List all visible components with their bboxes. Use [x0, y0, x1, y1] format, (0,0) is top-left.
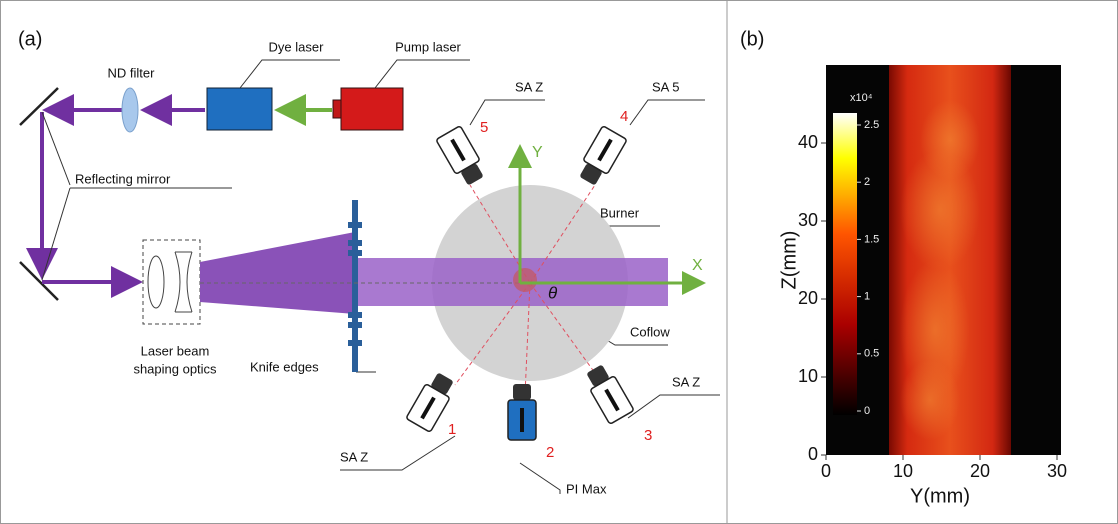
figure: (a) Dye laser Pump laser ND filter Refle…	[0, 0, 1118, 524]
camera-label: PI Max	[566, 481, 607, 496]
y-tick-label: 20	[798, 288, 818, 308]
knife-edges-label: Knife edges	[250, 359, 319, 374]
optics-label: Laser beam	[141, 343, 210, 358]
colorbar-tick-label: 1	[864, 291, 870, 303]
colorbar-tick-label: 2.5	[864, 119, 879, 131]
y-tick-label: 40	[798, 132, 818, 152]
x-tick-label: 30	[1047, 461, 1067, 481]
y-axis-label: Y	[532, 144, 543, 161]
camera	[582, 362, 634, 424]
camera-label: SA 5	[652, 79, 679, 94]
nd-filter	[122, 88, 138, 132]
lens	[148, 256, 164, 308]
camera-label: SA Z	[340, 449, 368, 464]
camera-number: 3	[644, 427, 652, 444]
camera-number: 1	[448, 421, 456, 438]
optics-label: shaping optics	[133, 361, 217, 376]
x-tick-label: 20	[970, 461, 990, 481]
colorbar-tick-label: 0	[864, 405, 870, 417]
y-axis-title: Z(mm)	[778, 231, 800, 290]
camera	[508, 384, 536, 440]
pump-laser-label: Pump laser	[395, 39, 461, 54]
heatmap: 0 0.5 1 1.5 2 2.5	[826, 65, 1061, 455]
heatmap-hotspot	[900, 360, 960, 440]
colorbar-multiplier: x10⁴	[850, 92, 873, 104]
heatmap-hotspot	[920, 100, 980, 180]
camera-number: 2	[546, 444, 554, 461]
mirror-label: Reflecting mirror	[75, 171, 171, 186]
dye-laser	[207, 88, 272, 130]
lens	[175, 252, 192, 312]
colorbar-tick-label: 0.5	[864, 348, 879, 360]
dye-laser-label: Dye laser	[269, 39, 325, 54]
y-tick-label: 10	[798, 366, 818, 386]
y-tick-label: 0	[808, 444, 818, 464]
camera-number: 4	[620, 108, 628, 125]
camera-number: 5	[480, 119, 488, 136]
burner-label: Burner	[600, 205, 640, 220]
camera-label: SA Z	[515, 79, 543, 94]
coflow-label: Coflow	[630, 324, 670, 339]
camera	[575, 126, 627, 188]
colorbar-tick-label: 1.5	[864, 233, 879, 245]
angle-label: θ	[548, 283, 558, 302]
panel-label: (b)	[740, 28, 764, 50]
colorbar-tick-label: 2	[864, 176, 870, 188]
beam-path	[42, 110, 205, 282]
camera-lens	[513, 384, 531, 400]
y-tick-label: 30	[798, 210, 818, 230]
colorbar	[833, 113, 857, 415]
panel-label: (a)	[18, 28, 42, 50]
pump-laser	[341, 88, 403, 130]
x-axis-title: Y(mm)	[910, 485, 970, 507]
camera-sensor	[520, 408, 524, 432]
x-axis-label: X	[692, 257, 703, 274]
mirrors	[20, 88, 58, 300]
nd-filter-label: ND filter	[108, 65, 156, 80]
beam-cone	[200, 232, 355, 314]
x-tick-label: 0	[821, 461, 831, 481]
burner	[513, 268, 537, 292]
x-tick-label: 10	[893, 461, 913, 481]
camera-label: SA Z	[672, 374, 700, 389]
